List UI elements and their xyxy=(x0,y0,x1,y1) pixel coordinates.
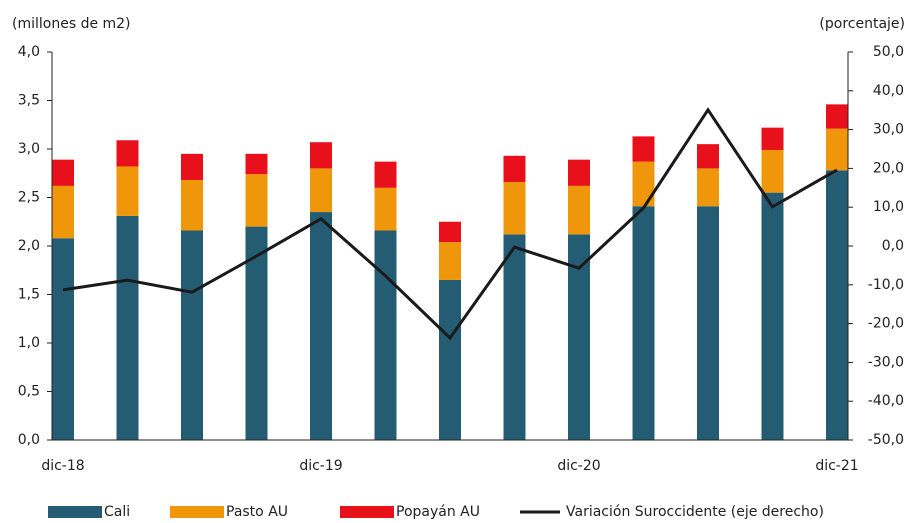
bar xyxy=(245,174,268,227)
bar xyxy=(52,159,74,186)
bar xyxy=(310,142,332,169)
y2-tick-label: 40,0 xyxy=(873,83,904,99)
y2-tick-label: 0,0 xyxy=(882,238,904,254)
y2-tick-label: 50,0 xyxy=(873,44,904,60)
bar xyxy=(116,166,139,216)
x-tick-label: dic-21 xyxy=(815,458,858,474)
legend-label: Popayán AU xyxy=(396,504,480,520)
y2-tick-label: -50,0 xyxy=(868,432,904,448)
bar xyxy=(374,230,397,440)
y2-tick-label: 10,0 xyxy=(873,199,904,215)
bar xyxy=(245,226,268,440)
bar xyxy=(181,230,203,440)
bar xyxy=(245,153,268,175)
y2-tick-label: 20,0 xyxy=(873,160,904,176)
x-tick-label: dic-20 xyxy=(557,458,600,474)
y2-tick-label: 30,0 xyxy=(873,122,904,138)
legend-label: Pasto AU xyxy=(226,504,288,520)
bar xyxy=(761,127,784,150)
line-series xyxy=(62,107,838,341)
bar xyxy=(503,234,526,440)
bar xyxy=(374,187,397,231)
bar xyxy=(697,144,719,169)
bar xyxy=(568,159,590,186)
bar xyxy=(503,155,526,182)
bar xyxy=(826,128,848,171)
y2-tick-label: -10,0 xyxy=(868,277,904,293)
bar xyxy=(181,180,203,231)
bar xyxy=(568,185,590,235)
bar xyxy=(568,234,590,440)
bar xyxy=(697,206,719,440)
y-tick-label: 0,0 xyxy=(18,432,40,448)
bar xyxy=(632,161,655,207)
legend-swatch xyxy=(48,506,102,518)
bar xyxy=(310,212,332,440)
bar xyxy=(439,221,461,243)
bar xyxy=(761,149,784,193)
bar xyxy=(632,136,655,162)
bar xyxy=(826,170,848,440)
y2-tick-label: -30,0 xyxy=(868,354,904,370)
bar xyxy=(761,192,784,440)
y-tick-label: 0,5 xyxy=(18,384,40,400)
bar xyxy=(181,153,203,181)
y-axis-label: (millones de m2) xyxy=(12,16,131,32)
bar xyxy=(374,161,397,188)
legend-swatch xyxy=(170,506,224,518)
bar xyxy=(826,104,848,129)
legend-label: Variación Suroccidente (eje derecho) xyxy=(566,504,824,520)
y-tick-label: 4,0 xyxy=(18,44,40,60)
bar xyxy=(116,140,139,167)
x-tick-label: dic-19 xyxy=(299,458,342,474)
y-tick-label: 3,0 xyxy=(18,141,40,157)
y2-axis-label: (porcentaje) xyxy=(819,16,905,32)
legend-swatch xyxy=(340,506,394,518)
bar xyxy=(697,168,719,207)
y-tick-label: 2,5 xyxy=(18,190,40,206)
bar xyxy=(439,242,461,280)
legend-label: Cali xyxy=(104,504,130,520)
y-tick-label: 1,0 xyxy=(18,335,40,351)
bar xyxy=(503,181,526,235)
y-tick-label: 3,5 xyxy=(18,93,40,109)
x-tick-label: dic-18 xyxy=(41,458,84,474)
y-tick-label: 1,5 xyxy=(18,287,40,303)
y-tick-label: 2,0 xyxy=(18,238,40,254)
bar xyxy=(632,206,655,440)
bar xyxy=(116,215,139,440)
bar xyxy=(52,238,74,440)
y2-tick-label: -20,0 xyxy=(868,316,904,332)
bar xyxy=(310,168,332,213)
bar xyxy=(52,185,74,239)
bar xyxy=(439,279,461,440)
y2-tick-label: -40,0 xyxy=(868,393,904,409)
